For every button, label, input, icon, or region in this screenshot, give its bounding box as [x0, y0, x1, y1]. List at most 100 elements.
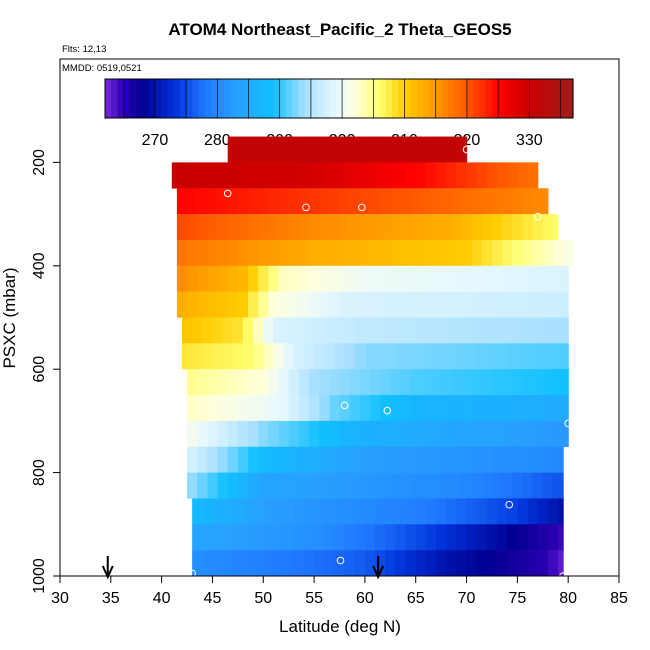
- heatmap-cell: [329, 395, 341, 422]
- observation-point: [358, 203, 366, 212]
- heatmap-cell: [273, 343, 285, 370]
- heatmap-cell: [563, 395, 569, 422]
- heatmap-cell: [268, 446, 280, 473]
- heatmap-cell: [293, 498, 305, 525]
- heatmap-cell: [197, 291, 208, 318]
- heatmap-cell: [527, 524, 539, 551]
- heatmap-cell: [476, 343, 488, 370]
- observation-point: [173, 329, 181, 337]
- heatmap-cell: [319, 420, 330, 448]
- observation-point: [188, 569, 196, 578]
- heatmap-cell: [212, 524, 224, 551]
- heatmap-cell: [390, 472, 402, 499]
- heatmap-cell: [436, 498, 447, 525]
- heatmap-cell: [334, 550, 346, 577]
- heatmap-cell: [481, 472, 493, 499]
- colorbar-segment: [204, 79, 212, 118]
- heatmap-cell: [420, 265, 432, 292]
- heatmap-cell: [527, 550, 539, 577]
- colorbar-segment: [267, 79, 275, 118]
- heatmap-cell: [202, 550, 214, 577]
- heatmap-cell: [547, 524, 559, 551]
- heatmap-cell: [451, 265, 463, 292]
- heatmap-cell: [319, 446, 330, 473]
- heatmap-cell: [248, 472, 259, 499]
- heatmap-cell: [471, 214, 483, 241]
- heatmap-cell: [375, 550, 386, 577]
- colorbar-segment: [398, 79, 406, 118]
- heatmap-cell: [502, 265, 513, 292]
- heatmap-cell: [461, 265, 473, 292]
- heatmap-cell: [263, 550, 275, 577]
- colorbar-segment: [223, 79, 231, 118]
- plot-frame: [59, 58, 620, 577]
- colorbar-segment: [348, 79, 356, 118]
- heatmap-cell: [303, 317, 315, 344]
- heatmap-cell: [471, 446, 483, 473]
- heatmap-cell: [212, 550, 224, 577]
- heatmap-cell: [232, 550, 244, 577]
- heatmap-cell: [339, 291, 351, 318]
- heatmap-cell: [532, 369, 544, 396]
- heatmap-cell: [314, 343, 325, 370]
- heatmap-cell: [187, 369, 198, 396]
- heatmap-cell: [187, 188, 198, 215]
- heatmap-cell: [227, 420, 239, 448]
- heatmap-cell: [456, 162, 468, 189]
- heatmap-cell: [273, 498, 285, 525]
- colorbar-segment: [136, 79, 144, 118]
- heatmap-cell: [425, 524, 437, 551]
- heatmap-cell: [359, 136, 371, 163]
- heatmap-cell: [532, 265, 544, 292]
- heatmap-cell: [197, 446, 208, 473]
- colorbar-tick-label: 330: [516, 132, 543, 149]
- heatmap-cell: [202, 498, 214, 525]
- heatmap-cell: [298, 188, 310, 215]
- heatmap-cell: [181, 162, 193, 189]
- heatmap-cell: [456, 498, 468, 525]
- y-tick-label: 600: [31, 356, 48, 383]
- heatmap-cell: [232, 317, 244, 344]
- heatmap-cell: [481, 214, 493, 241]
- heatmap-cell: [410, 188, 422, 215]
- heatmap-cell: [324, 550, 336, 577]
- observation-point: [383, 406, 392, 415]
- heatmap-cell: [390, 395, 402, 422]
- colorbar-segment: [529, 79, 537, 118]
- heatmap-cell: [425, 317, 437, 344]
- heatmap-cell: [329, 136, 341, 163]
- heatmap-cell: [242, 317, 254, 344]
- heatmap-cell: [319, 136, 330, 163]
- heatmap-cell: [410, 472, 422, 499]
- colorbar-segment: [129, 79, 137, 118]
- heatmap-cell: [369, 265, 381, 292]
- heatmap-cell: [278, 369, 290, 396]
- heatmap-cell: [532, 472, 544, 499]
- heatmap-cell: [481, 395, 493, 422]
- heatmap-cell: [263, 343, 275, 370]
- heatmap-cell: [288, 188, 300, 215]
- heatmap-cell: [253, 498, 264, 525]
- heatmap-cell: [410, 265, 422, 292]
- heatmap-cell: [278, 188, 290, 215]
- heatmap-cell: [461, 395, 473, 422]
- heatmap-cell: [390, 369, 402, 396]
- heatmap-cell: [542, 472, 554, 499]
- heatmap-cell: [415, 343, 427, 370]
- heatmap-cell: [476, 317, 488, 344]
- heatmap-cell: [314, 317, 325, 344]
- heatmap-cell: [537, 317, 549, 344]
- heatmap-cell: [461, 291, 473, 318]
- heatmap-cell: [303, 550, 315, 577]
- heatmap-cell: [517, 550, 529, 577]
- heatmap-cell: [385, 524, 396, 551]
- heatmap-cell: [288, 265, 300, 292]
- heatmap-cell: [375, 162, 386, 189]
- colorbar-segment: [254, 79, 262, 118]
- heatmap-cell: [425, 550, 437, 577]
- heatmap-cell: [430, 420, 442, 448]
- heatmap-cell: [390, 136, 402, 163]
- colorbar-segment: [217, 79, 225, 118]
- x-tick-label: 80: [559, 590, 577, 607]
- heatmap-cell: [563, 369, 569, 396]
